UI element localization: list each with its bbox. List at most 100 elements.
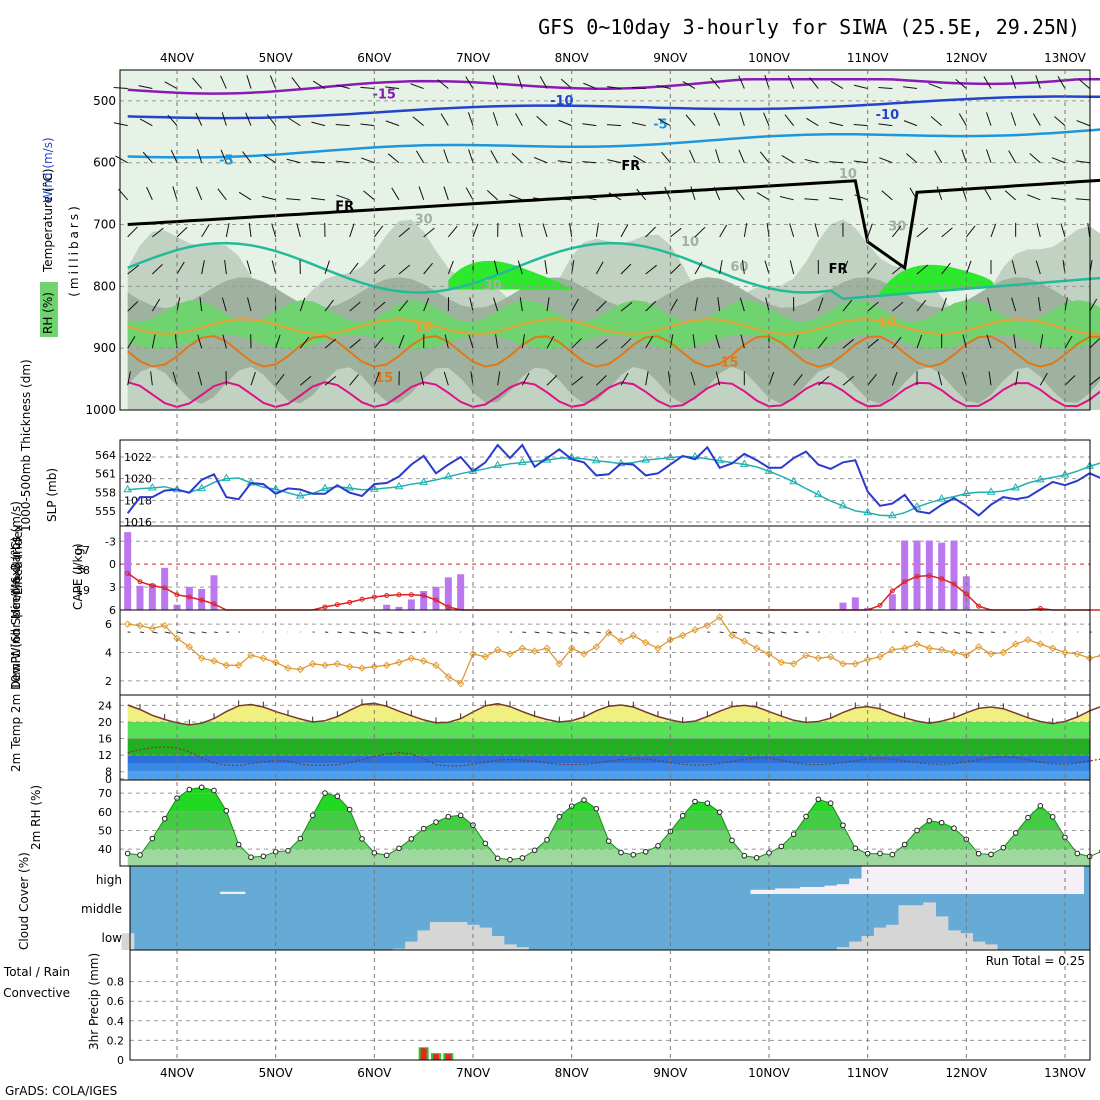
wind-speed-marker	[617, 637, 625, 645]
pressure-tick-label: 800	[93, 279, 116, 293]
wind-barb	[867, 262, 877, 275]
wind-barb	[906, 153, 918, 164]
cloud-high-cell	[1021, 866, 1035, 894]
day-tick-top: 4NOV	[160, 51, 195, 65]
wind-speed-marker	[358, 664, 366, 672]
rh-marker	[531, 847, 538, 854]
wind-speed-marker	[826, 653, 835, 661]
temp-band	[127, 755, 1090, 764]
thickness-marker	[147, 482, 157, 491]
wind-barb	[447, 225, 458, 238]
wind-speed-marker	[444, 672, 453, 681]
wind-barb	[192, 77, 203, 89]
wind-barb	[245, 112, 252, 126]
wind-barb	[1064, 375, 1076, 386]
wind-barb	[142, 151, 153, 164]
wind-barb	[787, 75, 795, 89]
wind-barb	[349, 301, 361, 312]
cloud-high-cell	[1046, 866, 1060, 894]
pressure-ylabel: (millibars)	[67, 203, 81, 297]
wind-barb	[1011, 297, 1017, 312]
wind-barb	[842, 375, 855, 386]
day-tick-top: 11NOV	[847, 51, 889, 65]
li-marker	[347, 599, 353, 605]
wind-barb	[127, 301, 139, 312]
li-tick-label: 6	[109, 604, 116, 617]
wind-barb	[1089, 338, 1100, 349]
wind-barb	[978, 631, 984, 634]
rh-marker	[914, 827, 920, 834]
cloud-high-cell	[923, 866, 936, 894]
rh-marker	[445, 813, 452, 820]
thickness-tick-label: 558	[95, 486, 116, 499]
rh-marker	[778, 843, 785, 850]
thickness-marker	[419, 477, 429, 485]
wind-barb	[127, 226, 138, 238]
wind-speed-marker	[493, 645, 502, 654]
cape-bar	[161, 567, 169, 610]
cloud-low-cell	[121, 933, 135, 950]
wind-barb	[286, 198, 301, 201]
wind-barb	[793, 373, 803, 386]
wind-speed-marker	[1048, 644, 1057, 652]
thickness-marker	[295, 491, 305, 499]
rh-marker	[618, 849, 624, 856]
wind-barb	[560, 78, 573, 89]
wind-barb	[324, 260, 330, 275]
wind-barb	[781, 631, 787, 634]
wind-barb	[1089, 376, 1100, 386]
wind-barb	[657, 118, 671, 127]
wind-barb	[719, 631, 724, 634]
day-tick-top: 10NOV	[748, 51, 790, 65]
wind-barb	[201, 260, 205, 275]
thickness-marker	[813, 489, 823, 498]
wind-speed-marker	[802, 651, 810, 660]
wind-barb	[176, 297, 181, 312]
cape-tick-label: 57	[76, 544, 90, 557]
rh-marker	[494, 855, 501, 862]
pressure-tick-label: 700	[93, 218, 116, 232]
wind-barb	[238, 191, 252, 201]
li-marker	[186, 594, 192, 600]
isotherm-temp-20	[127, 381, 1100, 408]
rh-marker	[926, 817, 933, 824]
wind-barb	[533, 156, 548, 164]
isotherm-temp-m10	[127, 95, 1100, 120]
wind-barb	[916, 299, 927, 312]
day-tick-top: 12NOV	[945, 51, 987, 65]
thickness-ylabel: 1000-500mb Thickness (dm)	[19, 359, 33, 532]
li-marker	[976, 603, 982, 609]
precip-legend-conv: Convective	[3, 986, 70, 1000]
wind-barb	[1087, 222, 1091, 237]
cloud-low-cell	[392, 948, 406, 950]
wind-barb	[916, 227, 929, 238]
wind-barb	[246, 260, 252, 275]
wind-barb	[391, 187, 400, 201]
wind-barb	[656, 84, 671, 90]
cloud-high-cell	[824, 885, 838, 894]
wind-barb	[468, 334, 474, 349]
wind-barb	[311, 161, 326, 164]
wind-speed-marker	[432, 661, 440, 669]
wind-barb	[152, 227, 164, 238]
wind-barb	[517, 75, 523, 89]
rh-tick-label: 50	[98, 824, 112, 837]
rh-marker	[1049, 814, 1056, 820]
footer-credit: GrADS: COLA/IGES	[5, 1084, 117, 1098]
li-marker	[877, 602, 883, 608]
cloud-low-cell	[479, 927, 492, 950]
wind-barb	[715, 371, 721, 386]
cloud-high-cell	[1009, 866, 1023, 894]
day-tick-top: 13NOV	[1044, 51, 1086, 65]
rh-marker	[482, 840, 489, 847]
wind-barb	[300, 375, 312, 386]
wind-barb	[337, 631, 342, 634]
contour-label: 30	[415, 212, 433, 227]
wind-barb	[170, 149, 178, 163]
li-marker	[137, 579, 143, 585]
wind-barb	[1051, 197, 1066, 201]
wind-speed-marker	[1011, 640, 1020, 648]
cloud-high-cell	[836, 884, 850, 894]
wind-barb	[299, 336, 310, 349]
wind-barb	[569, 222, 573, 237]
